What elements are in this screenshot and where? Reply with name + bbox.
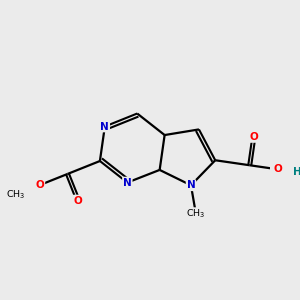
Text: CH$_3$: CH$_3$ [6,188,26,200]
Text: O: O [250,132,258,142]
Text: N: N [123,178,132,188]
Text: CH$_3$: CH$_3$ [186,208,206,220]
Text: H: H [293,167,300,177]
Text: N: N [187,180,195,190]
Text: O: O [274,164,282,174]
Text: O: O [74,196,82,206]
Text: N: N [100,122,109,131]
Text: O: O [36,180,44,190]
